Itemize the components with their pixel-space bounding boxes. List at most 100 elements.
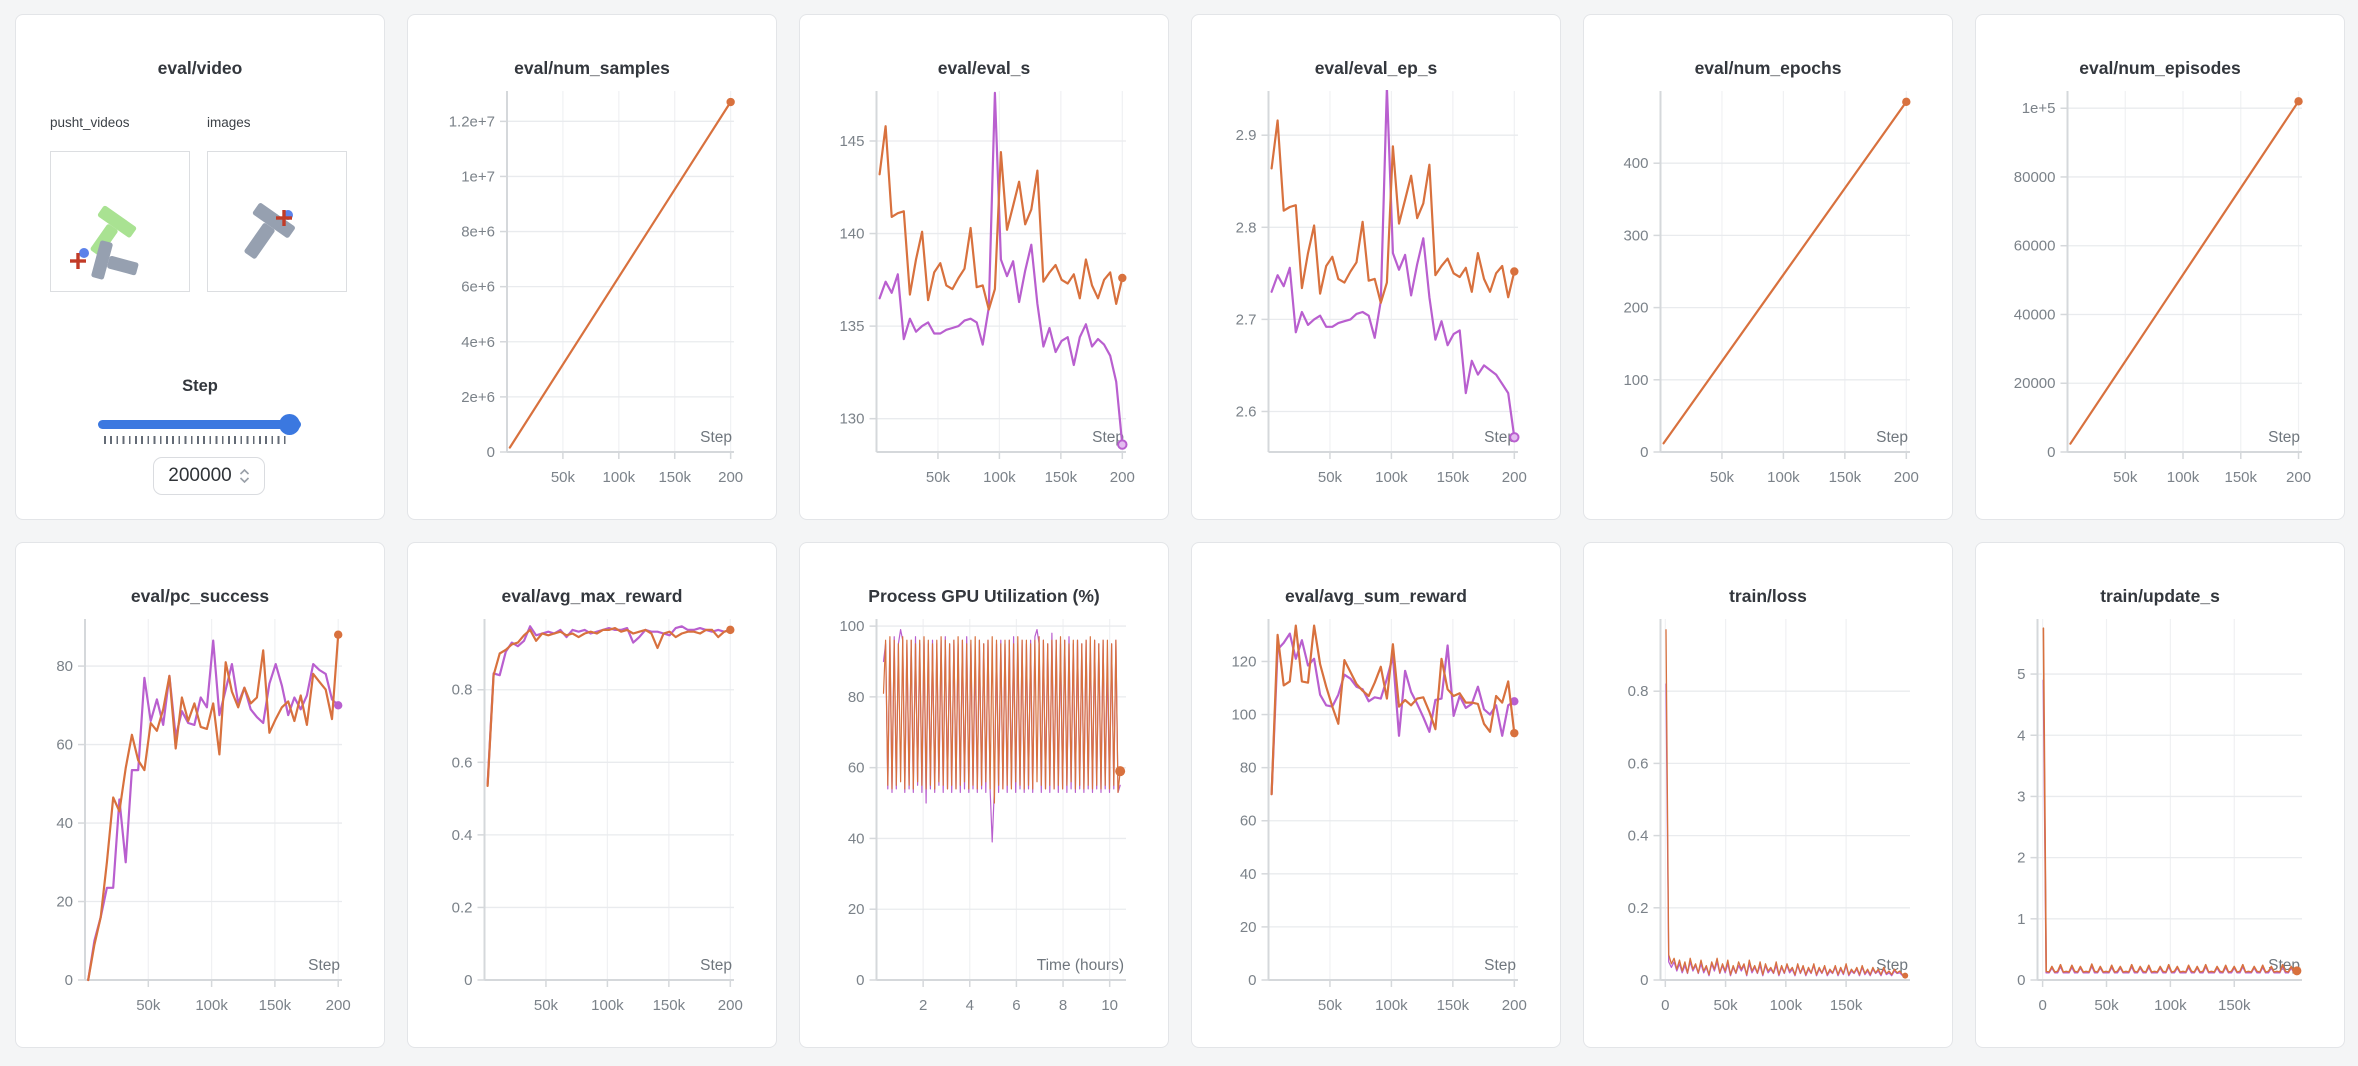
svg-text:3: 3 <box>2017 788 2025 805</box>
svg-text:Step: Step <box>700 957 732 974</box>
panel-eval-avg-max-reward: eval/avg_max_reward 0 0.2 0.4 0.6 0.8 50k 100k… <box>407 542 777 1048</box>
svg-text:40: 40 <box>1240 866 1257 883</box>
chart-title: eval/eval_ep_s <box>1314 58 1438 78</box>
svg-text:150k: 150k <box>1829 469 1862 486</box>
chevron-up-icon[interactable] <box>239 468 250 476</box>
svg-text:200: 200 <box>1502 997 1527 1014</box>
svg-text:5: 5 <box>2017 666 2025 683</box>
svg-text:200: 200 <box>1623 300 1648 317</box>
svg-text:8e+6: 8e+6 <box>461 224 495 241</box>
svg-text:4: 4 <box>2017 727 2025 744</box>
step-slider[interactable] <box>98 413 301 437</box>
svg-text:0.6: 0.6 <box>452 754 473 771</box>
svg-text:0: 0 <box>2038 997 2046 1014</box>
media-key-label-pusht-videos: pusht_videos <box>50 115 130 130</box>
svg-text:0: 0 <box>1661 997 1669 1014</box>
svg-text:150k: 150k <box>653 997 686 1014</box>
svg-text:300: 300 <box>1623 227 1648 244</box>
chart-title: train/update_s <box>2100 586 2220 606</box>
svg-text:2.6: 2.6 <box>1236 403 1257 420</box>
panel-train-loss: train/loss 0 0.2 0.4 0.6 0.8 0 50k 100k 150k Step <box>1583 542 1953 1048</box>
stepper-chevrons[interactable] <box>239 468 250 484</box>
line-chart-eval-num-episodes[interactable]: 0 20000 40000 60000 80000 1e+5 50k 100k 150k 200 S… <box>1976 79 2345 519</box>
svg-text:0: 0 <box>464 972 472 989</box>
chart-title: Process GPU Utilization (%) <box>868 586 1100 606</box>
svg-text:150k: 150k <box>1830 997 1863 1014</box>
svg-text:150k: 150k <box>1437 469 1470 486</box>
svg-text:0.2: 0.2 <box>1628 900 1649 917</box>
svg-text:200: 200 <box>718 469 743 486</box>
line-chart-process-gpu-utilization[interactable]: 0 20 40 60 80 100 2 4 6 8 10 Time (hours) <box>800 607 1169 1047</box>
svg-text:50k: 50k <box>1710 469 1735 486</box>
chart-title: eval/avg_sum_reward <box>1285 586 1467 606</box>
svg-text:50k: 50k <box>1713 997 1738 1014</box>
agent-dot-icon <box>79 248 89 258</box>
svg-text:150k: 150k <box>1045 469 1078 486</box>
svg-text:Step: Step <box>700 429 732 446</box>
svg-text:80: 80 <box>848 689 865 706</box>
line-chart-eval-eval-ep-s[interactable]: 2.6 2.7 2.8 2.9 50k 100k 150k 200 Step <box>1192 79 1561 519</box>
line-chart-eval-avg-sum-reward[interactable]: 0 20 40 60 80 100 120 50k 100k 150k 200 Step <box>1192 607 1561 1047</box>
svg-text:2.9: 2.9 <box>1236 127 1257 144</box>
svg-text:100k: 100k <box>603 469 636 486</box>
panel-title-eval-video: eval/video <box>157 58 243 78</box>
slider-track[interactable] <box>98 420 301 429</box>
gray-t-block-icon <box>91 240 139 280</box>
slider-tick-marks <box>104 436 288 444</box>
goal-cross-icon <box>276 210 292 226</box>
step-slider-label: Step <box>182 377 218 395</box>
svg-text:50k: 50k <box>534 997 559 1014</box>
svg-text:80: 80 <box>1240 760 1257 777</box>
svg-text:0.6: 0.6 <box>1628 755 1649 772</box>
svg-text:20: 20 <box>56 894 73 911</box>
green-t-block-icon <box>90 205 137 256</box>
svg-text:50k: 50k <box>926 469 951 486</box>
line-chart-eval-num-samples[interactable]: 0 2e+6 4e+6 6e+6 8e+6 1e+7 1.2e+7 50k 100k 150k 20… <box>408 79 777 519</box>
line-chart-eval-num-epochs[interactable]: 0 100 200 300 400 50k 100k 150k 200 Step <box>1584 79 1953 519</box>
svg-text:200: 200 <box>1502 469 1527 486</box>
svg-text:100: 100 <box>1623 372 1648 389</box>
svg-text:1.2e+7: 1.2e+7 <box>449 113 495 130</box>
line-chart-eval-eval-s[interactable]: 130 135 140 145 50k 100k 150k 200 Step <box>800 79 1169 519</box>
image-thumbnail-images[interactable] <box>207 151 347 292</box>
svg-text:150k: 150k <box>2218 997 2251 1014</box>
svg-text:150k: 150k <box>259 997 292 1014</box>
svg-text:100k: 100k <box>195 997 228 1014</box>
panel-eval-avg-sum-reward: eval/avg_sum_reward 0 20 40 60 80 100 120 50k 10… <box>1191 542 1561 1048</box>
svg-text:Time (hours): Time (hours) <box>1037 957 1124 974</box>
slider-handle[interactable] <box>279 414 300 435</box>
pusht-image-icon <box>244 203 295 259</box>
panel-eval-video: eval/video pusht_videos images <box>15 14 385 520</box>
svg-text:0.2: 0.2 <box>452 899 473 916</box>
svg-text:50k: 50k <box>136 997 161 1014</box>
svg-text:2: 2 <box>919 997 927 1014</box>
line-chart-eval-pc-success[interactable]: 0 20 40 60 80 50k 100k 150k 200 Step <box>16 607 385 1047</box>
svg-text:200: 200 <box>1110 469 1135 486</box>
svg-text:20000: 20000 <box>2014 375 2056 392</box>
svg-text:50k: 50k <box>2113 469 2138 486</box>
chevron-down-icon[interactable] <box>239 476 250 484</box>
svg-text:200: 200 <box>326 997 351 1014</box>
svg-text:60000: 60000 <box>2014 238 2056 255</box>
panel-eval-eval-ep-s: eval/eval_ep_s 2.6 2.7 2.8 2.9 50k 100k 150k 20… <box>1191 14 1561 520</box>
svg-text:60: 60 <box>56 737 73 754</box>
svg-text:2.8: 2.8 <box>1236 219 1257 236</box>
svg-text:Step: Step <box>1876 957 1908 974</box>
line-chart-train-loss[interactable]: 0 0.2 0.4 0.6 0.8 0 50k 100k 150k Step <box>1584 607 1953 1047</box>
step-input[interactable]: 200000 <box>153 457 265 495</box>
svg-text:0: 0 <box>65 972 73 989</box>
svg-text:150k: 150k <box>658 469 691 486</box>
line-chart-eval-avg-max-reward[interactable]: 0 0.2 0.4 0.6 0.8 50k 100k 150k 200 Step <box>408 607 777 1047</box>
video-thumbnail-pusht-videos[interactable] <box>50 151 190 292</box>
svg-text:100k: 100k <box>1375 469 1408 486</box>
panel-process-gpu-utilization: Process GPU Utilization (%) 0 20 40 60 80 100… <box>799 542 1169 1048</box>
svg-text:135: 135 <box>839 318 864 335</box>
svg-text:100: 100 <box>1231 707 1256 724</box>
svg-text:Step: Step <box>308 957 340 974</box>
chart-title: eval/eval_s <box>937 58 1031 78</box>
svg-text:200: 200 <box>2286 469 2311 486</box>
chart-title: eval/pc_success <box>130 586 270 606</box>
chart-title: eval/num_epochs <box>1694 58 1842 78</box>
